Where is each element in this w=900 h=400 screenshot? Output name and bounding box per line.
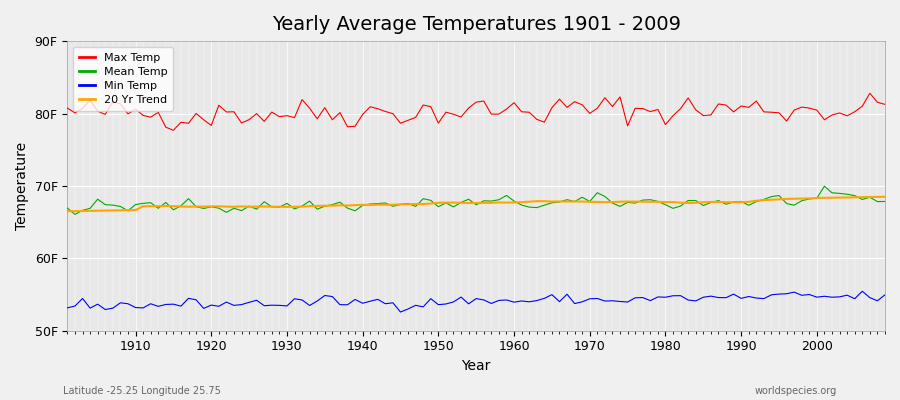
Text: worldspecies.org: worldspecies.org [755, 386, 837, 396]
Legend: Max Temp, Mean Temp, Min Temp, 20 Yr Trend: Max Temp, Mean Temp, Min Temp, 20 Yr Tre… [73, 47, 173, 111]
X-axis label: Year: Year [462, 359, 490, 373]
Y-axis label: Temperature: Temperature [15, 142, 29, 230]
Text: Latitude -25.25 Longitude 25.75: Latitude -25.25 Longitude 25.75 [63, 386, 220, 396]
Title: Yearly Average Temperatures 1901 - 2009: Yearly Average Temperatures 1901 - 2009 [272, 15, 680, 34]
